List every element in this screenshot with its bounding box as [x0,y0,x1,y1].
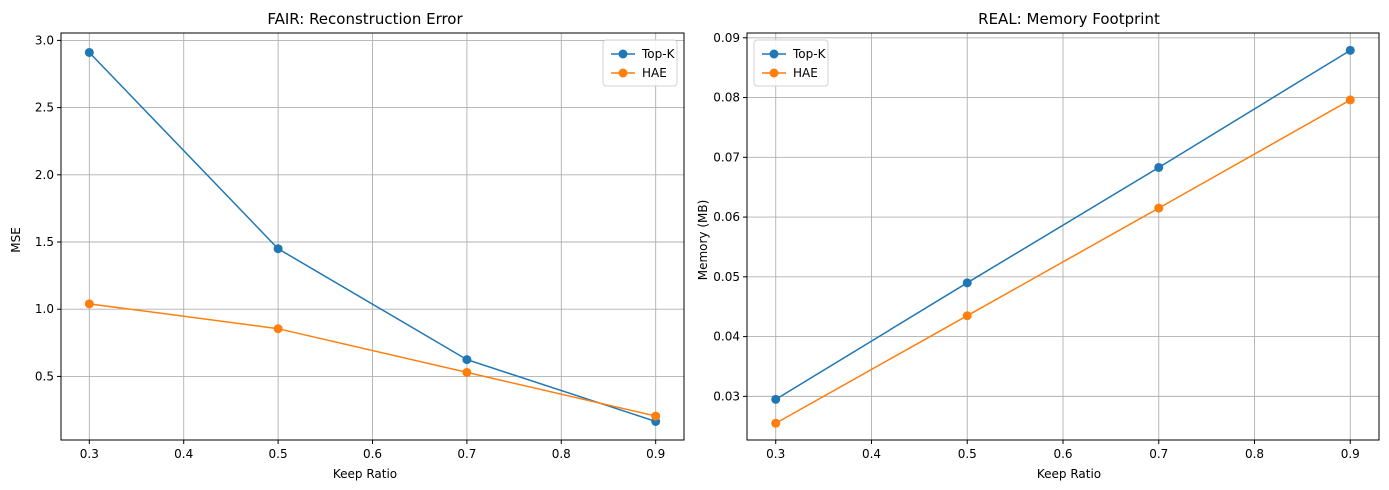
x-tick-label: 0.9 [646,447,665,461]
x-tick-label: 0.8 [1245,447,1264,461]
y-tick-label: 0.04 [713,330,740,344]
y-tick-label: 0.09 [713,31,740,45]
data-point-top-k [962,278,972,288]
x-tick-label: 0.6 [1053,447,1072,461]
legend: Top-K HAE [753,39,829,87]
data-point-top-k [1154,162,1164,172]
y-tick-label: 1.0 [35,302,54,316]
legend-label: HAE [793,66,818,80]
data-point-hae [462,367,472,377]
data-point-top-k [771,394,781,404]
legend-swatch-marker [618,49,628,59]
chart-title: FAIR: Reconstruction Error [267,10,463,28]
data-point-top-k [1345,45,1355,55]
x-tick-label: 0.9 [1341,447,1360,461]
x-ticks: 0.3 0.4 0.5 0.6 0.7 0.8 0.9 [80,440,665,461]
data-point-top-k [462,355,472,365]
legend-label: Top-K [641,47,676,61]
series-line-top-k [775,49,1351,401]
y-tick-label: 0.03 [713,389,740,403]
legend-swatch-marker [618,68,628,78]
y-tick-label: 0.08 [713,91,740,105]
y-tick-label: 3.0 [35,33,54,47]
chart-memory-footprint: REAL: Memory Footprint 0.3 0.4 0.5 0.6 0.7 0.… [696,10,1380,481]
data-point-top-k [84,47,94,57]
x-axis-label: Keep Ratio [1037,467,1101,481]
series-lines [775,49,1351,424]
data-point-hae [1345,95,1355,105]
x-tick-label: 0.7 [1149,447,1168,461]
series-markers [771,45,1355,428]
x-tick-label: 0.3 [766,447,785,461]
x-tick-label: 0.8 [552,447,571,461]
series-line-hae [89,303,656,417]
y-tick-label: 2.5 [35,101,54,115]
x-tick-label: 0.5 [958,447,977,461]
chart-reconstruction-error: FAIR: Reconstruction Error 0.3 0.4 0.5 0.6 0… [9,10,685,481]
data-point-hae [273,324,283,334]
legend: Top-K HAE [602,39,678,87]
data-point-hae [962,311,972,321]
y-tick-label: 2.0 [35,168,54,182]
x-ticks: 0.3 0.4 0.5 0.6 0.7 0.8 0.9 [766,440,1360,461]
y-tick-label: 1.5 [35,235,54,249]
legend-swatch-marker [769,68,779,78]
legend-label: HAE [642,66,667,80]
series-line-top-k [88,51,656,423]
data-point-hae [771,418,781,428]
y-ticks: 0.5 1.0 1.5 2.0 2.5 3.0 [35,33,61,383]
legend-label: Top-K [792,47,827,61]
x-tick-label: 0.4 [862,447,881,461]
data-point-hae [84,299,94,309]
x-tick-label: 0.5 [269,447,288,461]
x-tick-label: 0.6 [363,447,382,461]
x-tick-label: 0.7 [457,447,476,461]
x-tick-label: 0.3 [80,447,99,461]
legend-swatch-marker [769,49,779,59]
y-axis-label: Memory (MB) [696,200,710,281]
x-tick-label: 0.4 [174,447,193,461]
data-point-hae [651,411,661,421]
grid [61,33,684,440]
y-ticks: 0.03 0.04 0.05 0.06 0.07 0.08 0.09 [713,31,747,403]
grid [747,33,1379,440]
series-line-hae [775,99,1351,424]
data-point-top-k [273,244,283,254]
series-lines [88,51,656,423]
y-tick-label: 0.06 [713,210,740,224]
chart-title: REAL: Memory Footprint [978,10,1160,28]
y-tick-label: 0.5 [35,369,54,383]
y-axis-label: MSE [9,227,23,253]
series-markers [84,47,661,426]
data-point-hae [1154,203,1164,213]
y-tick-label: 0.05 [713,270,740,284]
y-tick-label: 0.07 [713,150,740,164]
x-axis-label: Keep Ratio [333,467,397,481]
